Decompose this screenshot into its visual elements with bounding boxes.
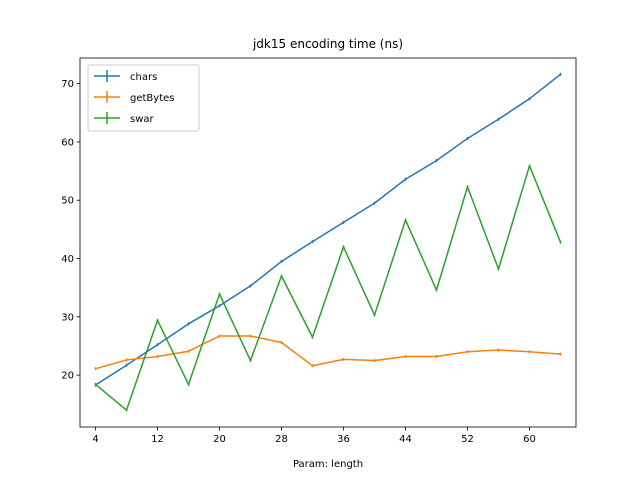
- x-tick-label: 36: [337, 434, 350, 445]
- plot-frame: [79, 57, 577, 428]
- x-axis-label: Param: length: [293, 459, 363, 470]
- y-tick-label: 40: [61, 254, 74, 265]
- y-tick-label: 30: [61, 312, 74, 323]
- chart-title: jdk15 encoding time (ns): [252, 37, 403, 51]
- series-line-chars: [95, 73, 561, 386]
- y-tick-label: 60: [61, 137, 74, 148]
- legend: chars getBytes swar: [87, 64, 200, 132]
- legend-label-swar: swar: [130, 114, 155, 125]
- x-tick-label: 20: [213, 434, 226, 445]
- legend-label-getBytes: getBytes: [130, 93, 174, 104]
- series-layer: [94, 72, 562, 412]
- x-tick-label: 12: [151, 434, 164, 445]
- x-tick-label: 4: [92, 434, 98, 445]
- y-tick-label: 20: [61, 371, 74, 382]
- x-tick-label: 52: [461, 434, 474, 445]
- legend-box: [87, 64, 200, 132]
- y-tick-label: 50: [61, 196, 74, 207]
- x-tick-label: 60: [523, 434, 536, 445]
- axes-layer: 4 12 20 28 36 44 52 60 20 30 40 50 60 70: [61, 57, 577, 445]
- series-line-swar: [95, 165, 562, 411]
- x-tick-label: 44: [399, 434, 412, 445]
- legend-label-chars: chars: [130, 72, 157, 83]
- y-tick-label: 70: [61, 79, 74, 90]
- x-tick-label: 28: [275, 434, 288, 445]
